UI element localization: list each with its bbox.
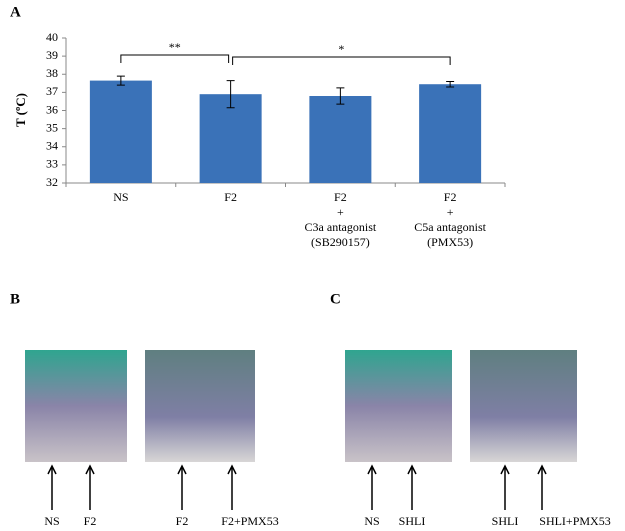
- photo: [345, 350, 452, 462]
- photo-label: F2+PMX53: [221, 514, 278, 528]
- significance-label: **: [169, 40, 181, 54]
- y-tick-label: 36: [46, 102, 58, 116]
- arrow: [177, 464, 187, 510]
- significance-label: *: [338, 42, 344, 56]
- y-tick-label: 40: [46, 30, 58, 44]
- photo: [145, 350, 255, 462]
- photo: [470, 350, 577, 462]
- photo-label: SHLI+PMX53: [539, 514, 610, 528]
- arrow: [47, 464, 57, 510]
- x-tick-label: +: [447, 205, 454, 219]
- bar: [199, 94, 262, 183]
- arrow: [85, 464, 95, 510]
- photo-label: F2: [176, 514, 189, 528]
- x-tick-label: (PMX53): [427, 235, 473, 249]
- x-tick-label: F2: [334, 190, 347, 204]
- bar: [89, 80, 152, 183]
- panel-label: A: [10, 4, 21, 20]
- photo-label: SHLI: [492, 514, 519, 528]
- bar: [419, 84, 482, 183]
- y-tick-label: 34: [46, 139, 58, 153]
- arrow: [227, 464, 237, 510]
- error-bar: [116, 75, 125, 86]
- x-tick-label: C3a antagonist: [305, 220, 377, 234]
- arrow: [407, 464, 417, 510]
- x-tick-label: F2: [224, 190, 237, 204]
- x-tick-label: C5a antagonist: [414, 220, 486, 234]
- photo-label: SHLI: [399, 514, 426, 528]
- x-tick-label: F2: [444, 190, 457, 204]
- panel-label: C: [330, 291, 341, 307]
- photo-label: F2: [84, 514, 97, 528]
- photo-labels: NS F2 F2 F2+PMX53 NS SHLI SHLI SHLI+PMX5…: [44, 514, 610, 528]
- x-tick-label: NS: [113, 190, 128, 204]
- significance-bracket: [120, 54, 230, 63]
- error-bar: [226, 80, 235, 109]
- photo: [25, 350, 127, 462]
- y-axis-label: T (ºC): [13, 93, 28, 127]
- y-tick-label: 33: [46, 157, 58, 171]
- photos: [25, 350, 577, 462]
- x-tick-label: +: [337, 205, 344, 219]
- arrow: [500, 464, 510, 510]
- photo-label: NS: [44, 514, 59, 528]
- y-tick-label: 32: [46, 175, 58, 189]
- y-tick-label: 38: [46, 66, 58, 80]
- arrow: [367, 464, 377, 510]
- significance-bracket: [232, 56, 451, 65]
- panel-label: B: [10, 291, 20, 307]
- bar: [309, 96, 372, 183]
- y-tick-label: 35: [46, 120, 58, 134]
- error-bar: [446, 81, 455, 88]
- error-bar: [336, 87, 345, 105]
- x-tick-label: (SB290157): [311, 235, 370, 249]
- photo-label: NS: [364, 514, 379, 528]
- arrow: [537, 464, 547, 510]
- y-tick-label: 37: [46, 84, 58, 98]
- y-tick-label: 39: [46, 48, 58, 62]
- arrows: [47, 464, 547, 510]
